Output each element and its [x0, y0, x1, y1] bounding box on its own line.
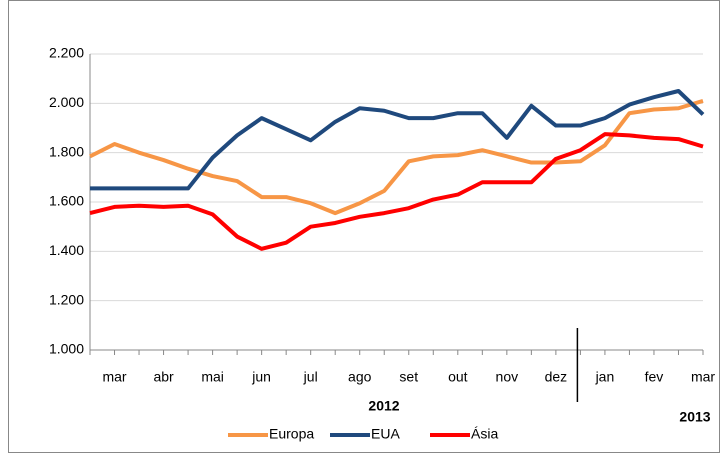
- year-label: 2012: [368, 398, 399, 414]
- x-tick-label: ago: [348, 369, 372, 385]
- y-tick-label: 2.200: [49, 45, 84, 61]
- y-tick-label: 1.000: [49, 341, 84, 357]
- x-tick-label: fev: [645, 369, 664, 385]
- x-tick-label: set: [399, 369, 418, 385]
- legend-label: Ásia: [471, 426, 498, 442]
- y-tick-label: 1.800: [49, 143, 84, 159]
- x-tick-label: abr: [153, 369, 174, 385]
- y-tick-label: 1.400: [49, 242, 84, 258]
- chart-border: [8, 0, 720, 453]
- x-tick-label: out: [448, 369, 468, 385]
- y-tick-label: 1.200: [49, 291, 84, 307]
- series-line: [89, 132, 704, 251]
- x-tick-label: jul: [303, 369, 318, 385]
- x-tick-label: jan: [595, 369, 615, 385]
- legend-label: Europa: [269, 426, 314, 442]
- year-label: 2013: [679, 409, 710, 425]
- x-tick-label: mai: [201, 369, 224, 385]
- y-tick-label: 1.600: [49, 193, 84, 209]
- x-tick-label: mar: [691, 369, 715, 385]
- x-tick-label: jun: [251, 369, 271, 385]
- x-tick-label: dez: [545, 369, 568, 385]
- series-line: [89, 98, 704, 216]
- x-tick-label: mar: [102, 369, 126, 385]
- series-line: [90, 89, 705, 191]
- y-tick-label: 2.000: [49, 94, 84, 110]
- legend-label: EUA: [371, 426, 400, 442]
- x-tick-label: nov: [496, 369, 519, 385]
